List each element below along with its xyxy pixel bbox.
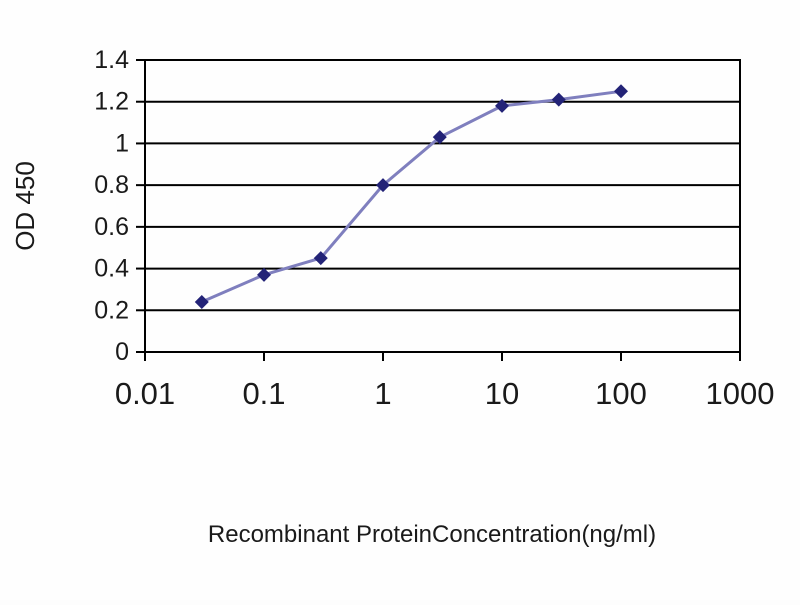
data-point-marker (614, 84, 628, 99)
y-axis-title: OD 450 (10, 161, 40, 251)
data-point-marker (495, 98, 509, 113)
data-point-marker (313, 251, 328, 266)
x-tick-label: 1 (374, 376, 391, 411)
y-tick-label: 0 (115, 338, 129, 366)
y-tick-label: 1.4 (94, 46, 129, 74)
data-point-marker (257, 267, 271, 282)
y-tick-label: 0.6 (94, 213, 129, 241)
x-tick-label: 0.1 (242, 376, 285, 411)
data-point-marker (376, 178, 390, 193)
x-tick-label: 10 (485, 376, 519, 411)
y-tick-label: 0.2 (94, 296, 129, 324)
plot-border (144, 59, 741, 353)
x-tick-label: 1000 (706, 376, 775, 411)
data-point-marker (432, 130, 447, 145)
data-point-marker (551, 92, 566, 107)
plot-area: 0 0.2 0.4 0.6 0.8 1 1.2 1.4 0.01 0.1 1 10 100 1000 (94, 46, 774, 411)
data-point-marker (194, 294, 209, 309)
x-axis-title: Recombinant ProteinConcentration(ng/ml) (208, 521, 656, 548)
y-tick-label: 1 (115, 129, 129, 157)
y-tick-label: 1.2 (94, 88, 129, 116)
y-tick-label: 0.4 (94, 255, 129, 283)
series-line (201, 89, 622, 304)
x-tick-label: 0.01 (115, 376, 175, 411)
y-tick-label: 0.8 (94, 171, 129, 199)
x-tick-label: 100 (595, 376, 647, 411)
